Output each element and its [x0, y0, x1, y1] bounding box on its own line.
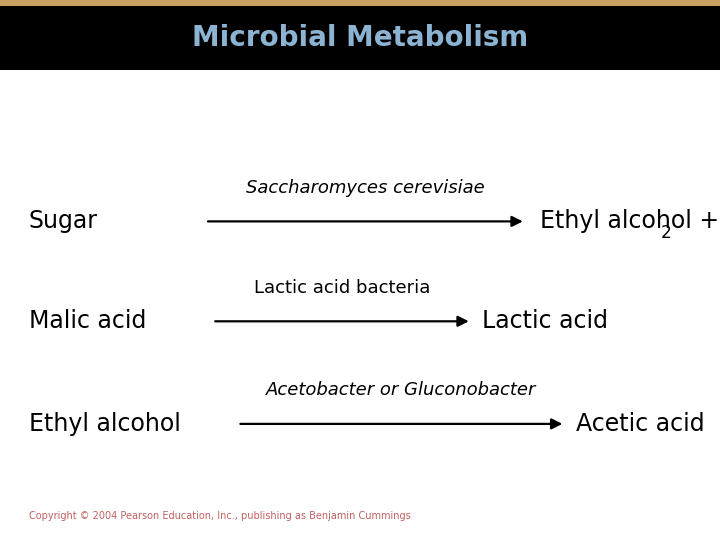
Text: Acetic acid: Acetic acid	[576, 412, 705, 436]
Text: Lactic acid: Lactic acid	[482, 309, 608, 333]
Text: Lactic acid bacteria: Lactic acid bacteria	[254, 279, 430, 297]
Text: Microbial Metabolism: Microbial Metabolism	[192, 24, 528, 52]
Text: 2: 2	[660, 224, 672, 242]
Text: Acetobacter or Gluconobacter: Acetobacter or Gluconobacter	[266, 381, 536, 400]
Text: Ethyl alcohol + CO: Ethyl alcohol + CO	[540, 210, 720, 233]
Text: Sugar: Sugar	[29, 210, 98, 233]
Text: Ethyl alcohol: Ethyl alcohol	[29, 412, 181, 436]
Text: Copyright © 2004 Pearson Education, Inc., publishing as Benjamin Cummings: Copyright © 2004 Pearson Education, Inc.…	[29, 511, 410, 521]
Text: Malic acid: Malic acid	[29, 309, 146, 333]
Text: Saccharomyces cerevisiae: Saccharomyces cerevisiae	[246, 179, 485, 197]
